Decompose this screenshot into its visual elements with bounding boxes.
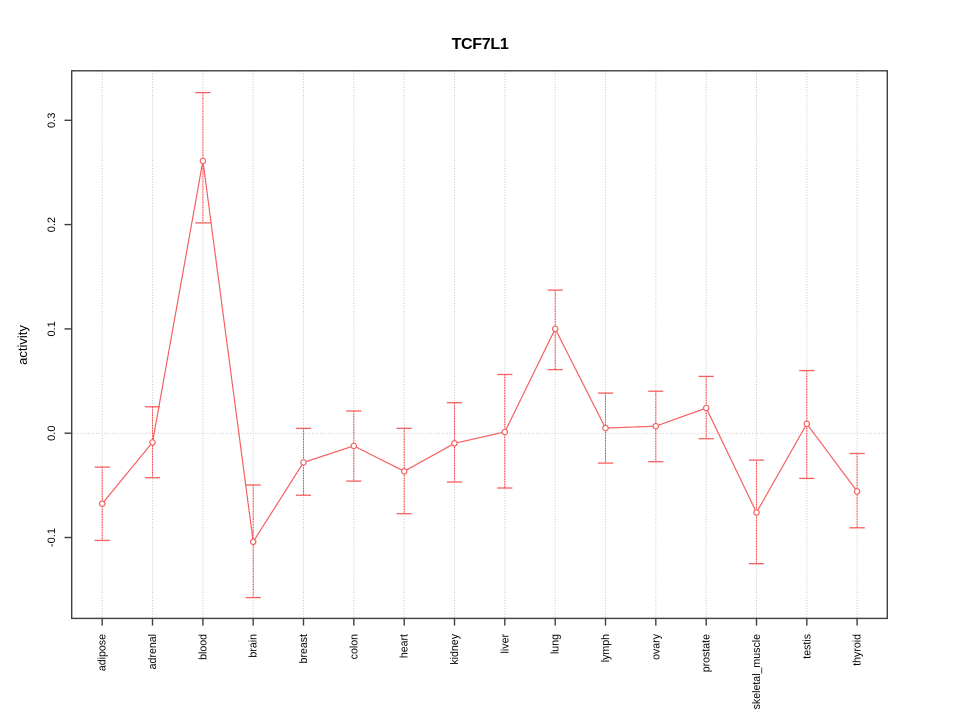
svg-text:activity: activity [15,325,30,365]
svg-text:testis: testis [801,634,813,659]
svg-text:lung: lung [550,634,562,654]
svg-text:blood: blood [197,634,209,660]
svg-text:0.3: 0.3 [46,113,58,128]
svg-text:breast: breast [298,634,310,663]
svg-text:-0.1: -0.1 [46,528,58,547]
svg-text:kidney: kidney [449,633,461,664]
svg-text:skeletal_muscle: skeletal_muscle [751,634,763,709]
svg-text:thyroid: thyroid [852,634,864,666]
svg-text:brain: brain [248,634,260,658]
svg-text:TCF7L1: TCF7L1 [452,36,509,53]
svg-text:0.0: 0.0 [46,426,58,441]
svg-text:lymph: lymph [600,634,612,662]
svg-text:0.2: 0.2 [46,217,58,232]
svg-text:heart: heart [399,634,411,658]
svg-text:colon: colon [348,634,360,659]
svg-text:prostate: prostate [701,634,713,672]
svg-text:ovary: ovary [650,633,662,660]
svg-text:0.1: 0.1 [46,321,58,336]
svg-text:adrenal: adrenal [147,634,159,669]
svg-text:adipose: adipose [97,634,109,671]
svg-text:liver: liver [499,634,511,654]
